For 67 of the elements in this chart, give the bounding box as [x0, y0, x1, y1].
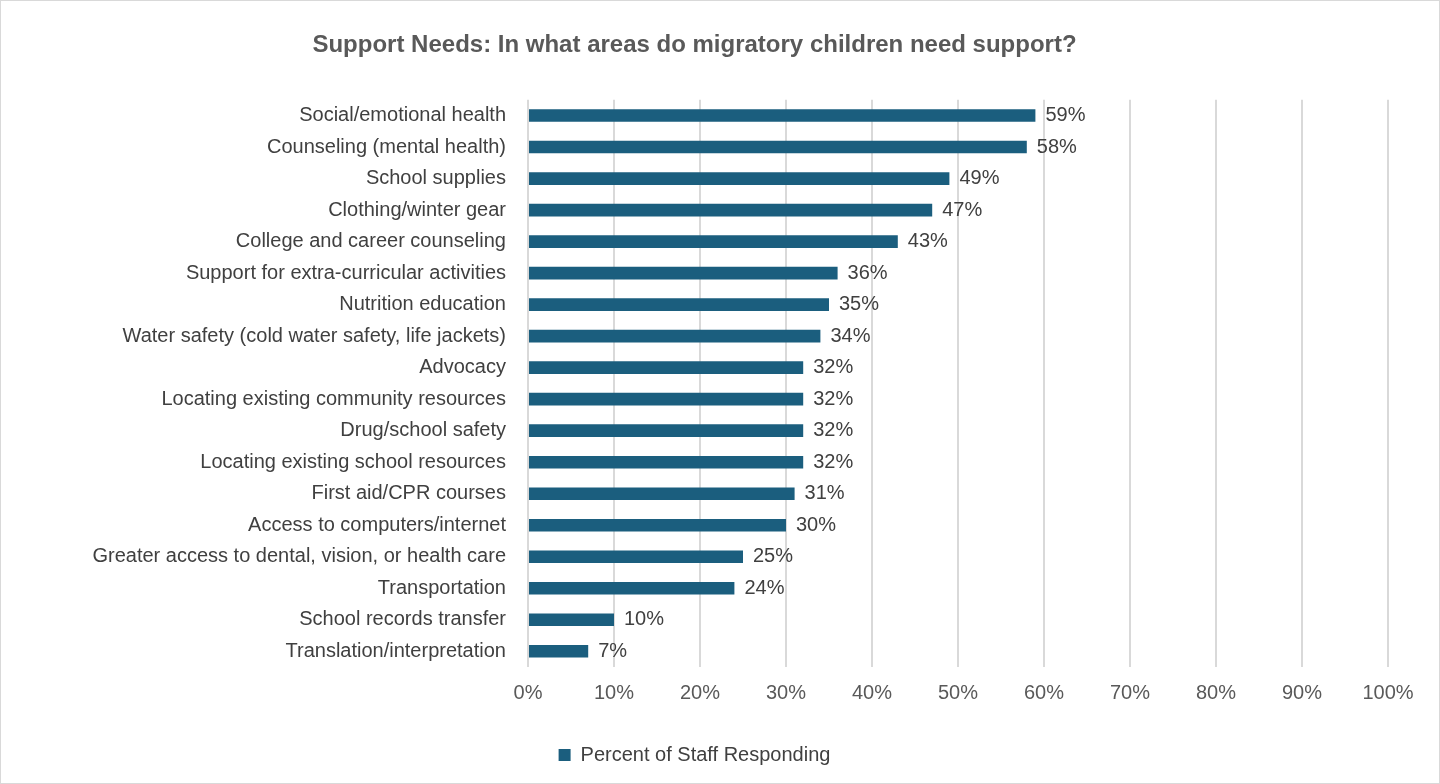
data-label: 49% [959, 166, 1000, 189]
x-tick-label: 70% [1109, 680, 1151, 703]
x-tick-label: 0% [513, 680, 543, 703]
bar [529, 518, 786, 532]
data-label: 32% [813, 355, 854, 378]
x-tick-label: 90% [1281, 680, 1323, 703]
x-tick-label: 40% [851, 680, 893, 703]
y-tick-label: Advocacy [419, 355, 506, 378]
bar [529, 266, 838, 280]
data-label: 36% [847, 260, 888, 283]
y-tick-label: Translation/interpretation [285, 638, 506, 661]
y-tick-label: First aid/CPR courses [311, 481, 506, 504]
data-label: 25% [753, 544, 794, 567]
bar [529, 581, 735, 595]
y-tick-label: Access to computers/internet [248, 512, 507, 535]
bar [529, 487, 795, 500]
data-label: 35% [839, 292, 880, 315]
data-label: 59% [1045, 103, 1086, 126]
data-label: 7% [598, 638, 628, 661]
x-tick-label: 30% [765, 680, 807, 703]
data-label: 58% [1036, 134, 1078, 157]
bar [529, 361, 804, 374]
y-tick-label: School supplies [365, 166, 506, 189]
x-tick-label: 20% [679, 680, 721, 703]
bar [529, 109, 1036, 122]
data-label: 10% [624, 607, 665, 630]
bar [529, 203, 933, 217]
bar [529, 172, 950, 185]
data-label: 32% [813, 449, 854, 472]
data-label: 31% [804, 481, 845, 504]
bar [529, 424, 804, 437]
y-tick-label: College and career counseling [235, 229, 506, 252]
y-tick-label: Nutrition education [339, 292, 506, 315]
bar [529, 329, 821, 343]
y-tick-label: School records transfer [299, 607, 507, 630]
data-label: 43% [907, 229, 949, 252]
y-tick-label: Water safety (cold water safety, life jackets) [122, 323, 506, 346]
y-tick-label: Drug/school safety [340, 418, 506, 441]
legend-label: Percent of Staff Responding [580, 742, 831, 765]
chart-title: Support Needs: In what areas do migratory children need support? [312, 30, 1077, 58]
bar [529, 235, 898, 248]
y-tick-label: Counseling (mental health) [266, 134, 506, 157]
x-tick-label: 50% [937, 680, 979, 703]
data-label: 47% [942, 197, 983, 220]
y-tick-label: Support for extra-curricular activities [185, 260, 506, 283]
data-label: 24% [744, 575, 785, 598]
data-label: 30% [796, 512, 837, 535]
y-tick-label: Greater access to dental, vision, or health care [92, 544, 506, 567]
y-tick-label: Locating existing community resources [161, 386, 506, 409]
x-tick-label: 10% [593, 680, 635, 703]
y-tick-label: Transportation [377, 575, 506, 598]
x-tick-label: 80% [1195, 680, 1237, 703]
x-tick-label: 60% [1023, 680, 1065, 703]
y-tick-label: Locating existing school resources [200, 449, 506, 472]
bar [529, 613, 614, 627]
x-tick-label: 100% [1362, 680, 1414, 703]
data-label: 32% [813, 418, 854, 441]
bar [529, 140, 1027, 154]
data-label: 34% [830, 323, 871, 346]
bar [529, 298, 829, 311]
bar [529, 644, 589, 658]
y-tick-label: Clothing/winter gear [328, 197, 507, 220]
data-label: 32% [813, 386, 854, 409]
bar [529, 550, 743, 564]
y-tick-label: Social/emotional health [299, 103, 506, 126]
bar [529, 392, 804, 406]
bar [529, 455, 804, 469]
